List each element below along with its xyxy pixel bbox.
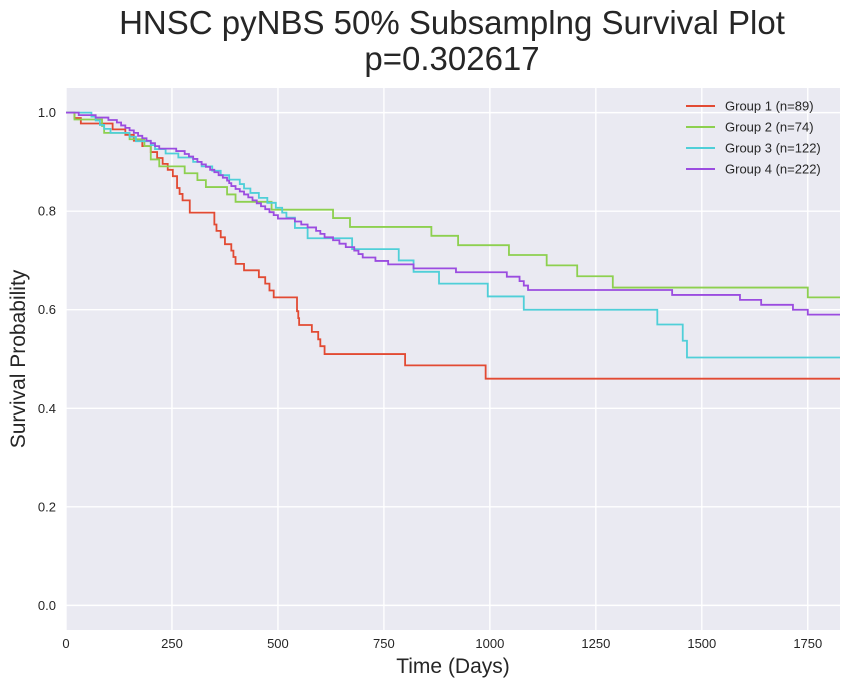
x-tick-label: 0 (62, 636, 69, 651)
legend-label-group-1: Group 1 (n=89) (725, 99, 814, 114)
x-tick-label: 1250 (581, 636, 610, 651)
x-tick-label: 1500 (687, 636, 716, 651)
y-tick-label: 0.6 (38, 302, 56, 317)
series-line-group-3 (66, 111, 840, 359)
series-layer (66, 111, 840, 380)
grid-layer (65, 88, 840, 630)
x-tick-label: 750 (373, 636, 395, 651)
legend: Group 1 (n=89) Group 2 (n=74) Group 3 (n=1… (686, 99, 821, 177)
y-tick-label: 0.8 (38, 204, 56, 219)
plot-area-background (66, 88, 840, 630)
x-axis-label: Time (Days) (396, 655, 510, 678)
y-tick-label: 1.0 (38, 105, 56, 120)
x-tick-label: 500 (267, 636, 289, 651)
chart-title-line-1: HNSC pyNBS 50% Subsamplng Survival Plot (119, 4, 785, 41)
chart-title: HNSC pyNBS 50% Subsamplng Survival Plot … (119, 4, 785, 77)
tick-labels: 0 250 500 750 1000 1250 1500 1750 0.0 0.2 0.4 0.6 0.… (38, 105, 822, 651)
series-line-group-4 (66, 111, 840, 316)
legend-label-group-3: Group 3 (n=122) (725, 141, 821, 156)
y-axis-label: Survival Probability (7, 269, 30, 448)
legend-label-group-2: Group 2 (n=74) (725, 120, 814, 135)
y-tick-label: 0.4 (38, 401, 56, 416)
y-tick-label: 0.0 (38, 598, 56, 613)
x-tick-label: 1750 (793, 636, 822, 651)
x-tick-label: 250 (161, 636, 183, 651)
legend-label-group-4: Group 4 (n=222) (725, 162, 821, 177)
chart-title-line-2: p=0.302617 (364, 40, 539, 77)
x-tick-label: 1000 (475, 636, 504, 651)
y-tick-label: 0.2 (38, 499, 56, 514)
